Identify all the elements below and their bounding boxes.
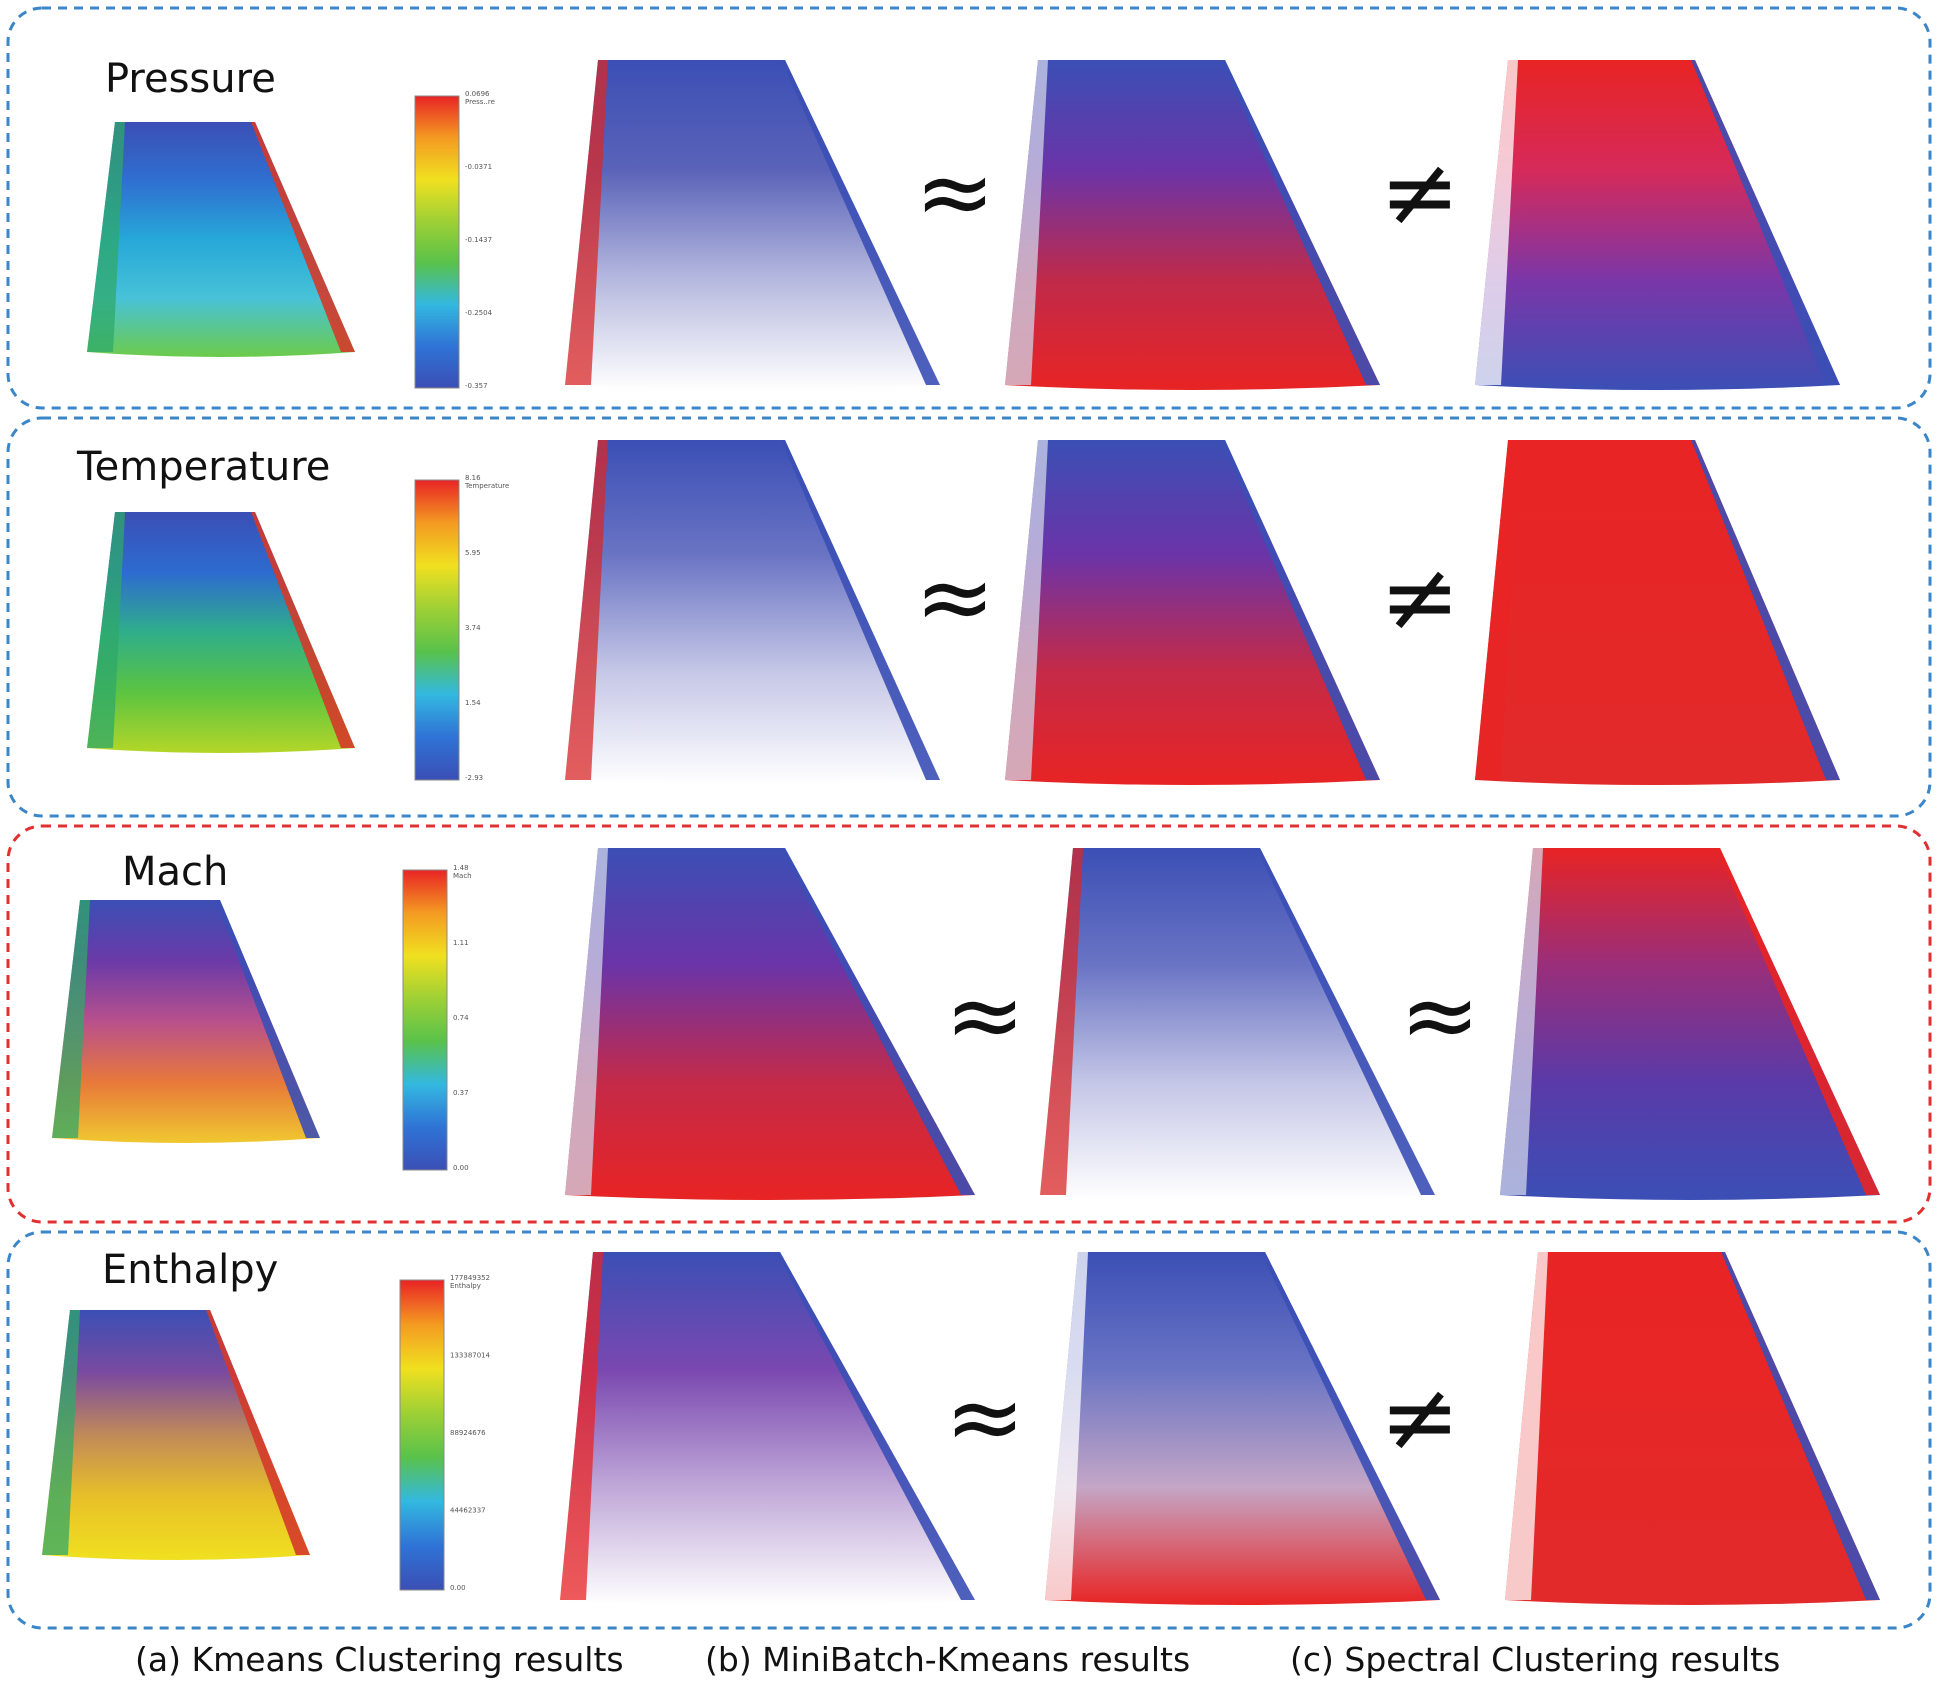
caption-spectral: (c) Spectral Clustering results xyxy=(1290,1640,1781,1679)
colorbar-label: -0.1437 xyxy=(465,236,492,244)
panels-group: Pressure Press..re -0.357 -0.2504 -0.1437 -0.… xyxy=(6,6,1932,1630)
kmeans-large-shape xyxy=(1005,60,1380,390)
colorbar: Temperature -2.93 1.54 3.74 5.95 8.16 xyxy=(414,474,509,782)
spectral-shape xyxy=(1500,848,1880,1200)
colorbar-label: 3.74 xyxy=(465,624,481,632)
kmeans-shape xyxy=(42,1310,310,1560)
colorbar-label: 133387014 xyxy=(450,1352,491,1360)
colorbar-label: 0.00 xyxy=(450,1584,466,1592)
compare-symbol-1: ≈ xyxy=(915,541,995,653)
colorbar-label: 0.37 xyxy=(453,1089,469,1097)
colorbar-label: 1.11 xyxy=(453,939,469,947)
colorbar-label: 44462337 xyxy=(450,1507,486,1515)
compare-symbol-2: ≠ xyxy=(1380,1361,1460,1473)
compare-symbol-1: ≈ xyxy=(945,1361,1025,1473)
minibatch-shape xyxy=(565,848,975,1200)
colorbar-label: -0.357 xyxy=(465,382,488,390)
colorbar-label: 177849352 xyxy=(450,1274,490,1282)
colorbar-label: 5.95 xyxy=(465,549,481,557)
panel-title: Mach xyxy=(122,849,228,895)
compare-symbol-1: ≈ xyxy=(915,136,995,248)
panel-title: Enthalpy xyxy=(102,1247,278,1293)
colorbar-label: 0.00 xyxy=(453,1164,469,1172)
colorbar-label: 8.16 xyxy=(465,474,481,482)
colorbar-label: -0.0371 xyxy=(465,163,492,171)
panel-border xyxy=(6,416,1932,818)
kmeans-large-shape xyxy=(1005,440,1380,785)
compare-symbol-2: ≠ xyxy=(1380,136,1460,248)
colorbar-label: -2.93 xyxy=(465,774,483,782)
colorbar-label: Press..re xyxy=(465,98,495,106)
panel-border xyxy=(6,1230,1932,1630)
colorbar-label: 0.74 xyxy=(453,1014,469,1022)
kmeans-shape xyxy=(87,122,355,357)
colorbar-label: 0.0696 xyxy=(465,90,490,98)
kmeans-shape xyxy=(87,512,355,753)
colorbar-label: 88924676 xyxy=(450,1429,486,1437)
spectral-shape xyxy=(1475,440,1840,785)
minibatch-shape xyxy=(565,440,940,785)
colorbar: Press..re -0.357 -0.2504 -0.1437 -0.0371 0.06… xyxy=(414,90,495,390)
colorbar-label: 1.54 xyxy=(465,699,481,707)
panel-title: Temperature xyxy=(76,444,330,490)
compare-symbol-2: ≠ xyxy=(1380,541,1460,653)
kmeans-shape xyxy=(52,900,320,1143)
caption-minibatch: (b) MiniBatch-Kmeans results xyxy=(705,1640,1191,1679)
kmeans-large-shape xyxy=(1045,1252,1440,1605)
colorbar: Mach 0.00 0.37 0.74 1.11 1.48 xyxy=(402,864,472,1172)
minibatch-shape xyxy=(560,1252,975,1605)
colorbar: Enthalpy 0.00 44462337 88924676 133387014 177… xyxy=(399,1274,491,1592)
compare-symbol-2: ≈ xyxy=(1400,959,1480,1071)
colorbar-label: Enthalpy xyxy=(450,1282,481,1290)
spectral-shape xyxy=(1475,60,1840,390)
minibatch-shape xyxy=(565,60,940,390)
caption-kmeans: (a) Kmeans Clustering results xyxy=(135,1640,624,1679)
compare-symbol-1: ≈ xyxy=(945,959,1025,1071)
colorbar-label: Mach xyxy=(453,872,472,880)
panel-title: Pressure xyxy=(105,56,276,102)
panel-border xyxy=(6,824,1932,1224)
panel-border xyxy=(6,6,1932,410)
kmeans-large-shape xyxy=(1040,848,1435,1200)
colorbar-label: 1.48 xyxy=(453,864,469,872)
spectral-shape xyxy=(1505,1252,1880,1605)
colorbar-label: Temperature xyxy=(464,482,509,490)
colorbar-label: -0.2504 xyxy=(465,309,493,317)
